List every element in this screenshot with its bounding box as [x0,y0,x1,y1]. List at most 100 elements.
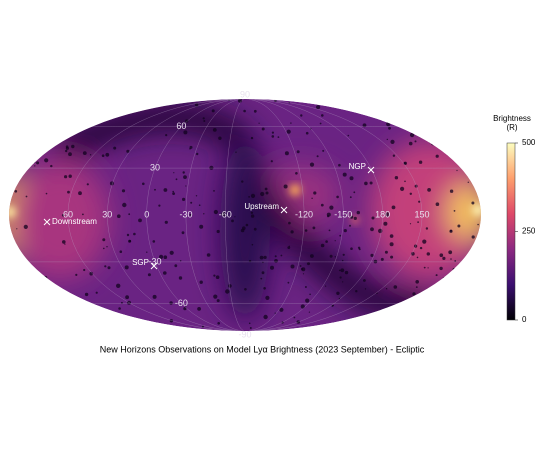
speckle [28,287,31,290]
speckle [290,264,295,269]
speckle [104,106,106,109]
speckle [117,214,121,218]
speckle [418,200,421,203]
speckle [295,172,298,175]
speckle [182,197,186,201]
speckle [158,204,161,207]
speckle [265,191,269,195]
speckle [355,317,359,322]
speckle [249,327,252,329]
speckle [9,290,13,295]
speckle [29,161,33,166]
speckle [103,247,105,250]
speckle [64,243,66,245]
speckle [388,126,391,130]
speckle [471,235,475,239]
speckle [125,295,129,300]
speckle [17,127,21,131]
speckle [455,318,457,321]
markers: Downstream Upstream NGP SGP [43,162,375,270]
speckle [370,253,374,257]
speckle [427,267,429,269]
speckle [271,135,275,138]
speckle [419,246,423,250]
speckle [423,266,426,269]
grid-line [225,99,244,331]
speckle [65,145,69,148]
speckle [426,252,430,256]
speckle [81,311,86,317]
speckle [429,140,432,144]
speckle [336,291,340,295]
speckle [363,279,366,282]
speckle [313,191,317,195]
speckle [32,160,36,164]
speckle [277,136,280,139]
speckle [196,152,199,156]
speckle [460,262,464,266]
speckle [325,240,328,243]
speckle [122,202,127,208]
chart-title: New Horizons Observations on Model Lyα B… [100,344,425,354]
speckle [425,227,429,230]
speckle [350,215,354,219]
speckle [349,224,351,227]
speckle [265,295,270,300]
speckle [197,307,202,311]
speckle [101,105,105,109]
speckle [404,124,407,127]
speckle [203,213,205,215]
speckle [221,212,226,217]
speckle [19,296,23,301]
speckle [467,169,471,173]
speckle [328,229,331,232]
speckle [81,110,85,114]
speckle [340,268,345,273]
speckle [253,227,257,231]
speckle [400,186,405,191]
speckle [274,312,276,314]
speckle [422,295,428,301]
speckle [124,265,129,270]
speckle [286,129,291,134]
speckle [423,292,428,297]
grid-labels: 60 30 0 -30 -60 -120 -150 180 150 90 60 30 -30 -60 -90 [63,89,430,339]
speckle [415,280,420,284]
speckle [244,288,247,291]
speckle [183,130,188,135]
speckle [407,106,411,111]
speckle [213,274,216,277]
colorbar-tick-label: 500 [522,138,536,147]
speckle [173,172,175,174]
marker-cross [43,218,51,226]
lat-tick-label: -90 [238,329,251,339]
speckle [334,240,336,242]
speckle [385,288,388,290]
speckle [71,144,75,149]
speckle [369,181,373,185]
speckle [24,304,28,308]
speckle [178,276,183,280]
speckle [356,210,360,215]
speckle [347,134,350,137]
speckle [180,260,182,262]
colorbar [506,142,516,321]
speckle [311,197,313,199]
grid-line [67,99,233,331]
speckle [308,311,310,313]
speckle [32,275,37,279]
graticule [29,99,461,331]
speckle [319,122,322,125]
speckle [394,176,399,180]
lon-tick-label: 150 [414,209,429,219]
speckle [389,234,394,238]
speckle [185,304,187,307]
lat-tick-label: -60 [175,298,188,308]
speckle [248,322,251,325]
lat-tick-label: 30 [150,162,160,172]
speckle [416,256,419,259]
speckle [403,161,407,165]
speckle [400,114,404,118]
speckle [68,152,72,157]
